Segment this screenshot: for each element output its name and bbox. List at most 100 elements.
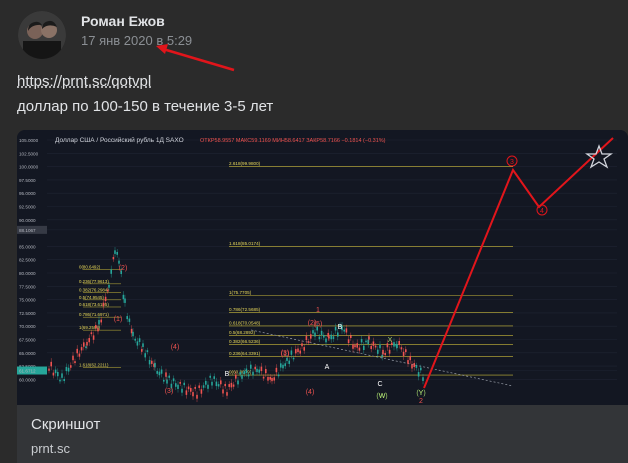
candle-body — [415, 365, 418, 368]
candle-body — [277, 374, 280, 377]
price-tick: 77.5000 — [19, 284, 36, 289]
candle-body — [247, 374, 250, 377]
fib-label: 0.618(70.0548) — [229, 320, 261, 325]
candle-body — [148, 359, 151, 365]
fib-label: 1.618(85.0174) — [229, 241, 261, 246]
candle-body — [179, 382, 181, 384]
candle-body — [269, 376, 271, 380]
candle-body — [420, 367, 422, 371]
candle-body — [209, 375, 211, 378]
candle-body — [88, 338, 90, 343]
wave-label: Y — [419, 390, 424, 397]
candle-body — [377, 349, 379, 354]
candle-body — [198, 385, 200, 388]
fib-label: 0.236(64.3391) — [229, 351, 261, 356]
avatar-photo — [18, 11, 66, 59]
candle-body — [154, 362, 156, 368]
wave-label: W — [379, 393, 386, 400]
fib-label: 0.382(66.5236) — [229, 339, 261, 344]
link-attachment[interactable]: 105.0000 102.5000 100.0000 97.5000 95.0000 92… — [17, 130, 628, 463]
candle-body — [52, 372, 55, 376]
candle-body — [185, 390, 188, 395]
candle-body — [104, 296, 107, 301]
candle-body — [136, 341, 139, 346]
candle-body — [411, 364, 413, 369]
candle-body — [360, 339, 363, 343]
candle-body — [320, 330, 323, 336]
candle-body — [301, 343, 303, 347]
wave-label: 1 — [316, 307, 320, 314]
candle-body — [409, 355, 411, 361]
candle-body — [200, 389, 203, 394]
candle-body — [205, 380, 207, 385]
candle-body — [367, 339, 369, 345]
candle-body — [318, 336, 321, 340]
price-tick: 100.0000 — [19, 165, 39, 170]
candle-body — [190, 388, 192, 392]
candle-body — [292, 357, 295, 360]
candle-body — [398, 340, 400, 345]
candle-body — [381, 354, 383, 358]
candle-body — [118, 260, 120, 264]
candle-body — [407, 360, 409, 364]
price-tick: 105.0000 — [19, 138, 39, 143]
candle-body — [202, 385, 205, 388]
left-fib-label: 0.618(73.6105) — [79, 302, 109, 307]
candle-body — [245, 368, 248, 374]
wave-label: A — [325, 364, 330, 371]
wave-label: 2 — [419, 398, 423, 405]
candle-body — [215, 381, 218, 387]
candle-body — [226, 392, 228, 396]
post-timestamp[interactable]: 17 янв 2020 в 5:29 — [81, 33, 193, 48]
candle-body — [170, 383, 173, 389]
candle-body — [211, 381, 213, 386]
candle-body — [128, 318, 131, 322]
candle-body — [70, 365, 72, 368]
candle-body — [59, 379, 61, 382]
candle-body — [303, 347, 305, 351]
star-icon[interactable] — [584, 144, 614, 169]
chart-ohlc: ОТКР58.9557 МАКС59.1169 МИН58.6417 ЗАКР5… — [200, 138, 386, 144]
candle-body — [328, 336, 330, 339]
candle-body — [339, 324, 341, 327]
candle-body — [347, 339, 350, 344]
price-tick: 82.5000 — [19, 258, 36, 263]
candle-body — [310, 334, 312, 339]
candle-body — [78, 353, 81, 357]
price-tick: 75.0000 — [19, 298, 36, 303]
post-link[interactable]: https://prnt.sc/qotvpl — [17, 73, 152, 90]
author-avatar[interactable] — [18, 11, 66, 59]
candle-body — [97, 328, 99, 332]
left-fib-label: 1.618(62.2211) — [79, 363, 109, 368]
candle-body — [165, 372, 167, 377]
candle-body — [235, 374, 237, 379]
candle-body — [363, 345, 365, 351]
candle-body — [295, 349, 297, 354]
left-fib-label: 1(69.2598) — [79, 325, 101, 330]
candle-body — [422, 377, 424, 381]
price-tick: 85.0000 — [19, 244, 36, 249]
candle-body — [166, 379, 168, 384]
price-tick: 90.0000 — [19, 218, 36, 223]
candle-body — [280, 363, 282, 368]
wave-label: (2) — [119, 265, 128, 272]
candle-body — [354, 345, 356, 348]
author-name[interactable]: Роман Ежов — [81, 13, 165, 29]
candle-body — [160, 369, 163, 374]
candle-body — [239, 372, 241, 375]
candle-body — [134, 338, 136, 341]
candle-body — [250, 364, 252, 369]
candle-body — [307, 341, 310, 343]
price-tick: 88.1067 — [19, 228, 36, 233]
candle-body — [142, 343, 144, 348]
candle-body — [220, 380, 222, 385]
candle-body — [107, 289, 109, 292]
candle-body — [213, 376, 215, 379]
candle-body — [72, 355, 74, 361]
candle-body — [391, 342, 393, 345]
candle-body — [217, 384, 220, 387]
candle-body — [258, 369, 260, 373]
candle-body — [323, 335, 325, 338]
attachment-caption[interactable]: Скриншот prnt.sc — [17, 405, 628, 463]
